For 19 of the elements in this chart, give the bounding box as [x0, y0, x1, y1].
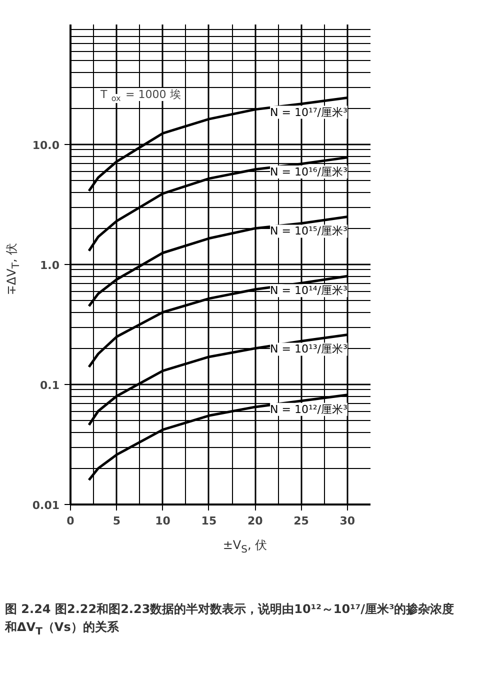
x-axis-title: ±V$_{S}$, 伏: [222, 537, 268, 558]
y-tick-label: 10.0: [32, 139, 60, 152]
series-label: N = 10¹³/厘米³: [270, 342, 348, 356]
series-label: N = 10¹⁶/厘米³: [270, 165, 348, 178]
series-label: N = 10¹⁴/厘米³: [270, 284, 348, 298]
x-tick-label: 15: [201, 514, 217, 528]
y-tick-label: 1.0: [40, 259, 60, 272]
x-tick-label: 20: [247, 514, 264, 528]
y-tick-label: 0.01: [32, 499, 60, 512]
x-tick-label: 5: [112, 514, 120, 528]
x-tick-label: 30: [340, 514, 356, 528]
series-label: N = 10¹⁷/厘米³: [270, 106, 348, 119]
series-label: N = 10¹⁵/厘米³: [270, 224, 348, 238]
caption: 图 2.24 图2.22和图2.23数据的半对数表示，说明由10¹²～10¹⁷/厘米³的掺杂浓度和ΔV$_{T}$（Vs）的关系: [5, 601, 455, 640]
x-tick-label: 10: [155, 514, 171, 528]
x-tick-label: 0: [66, 514, 75, 528]
y-tick-label: 0.1: [40, 379, 60, 392]
x-tick-label: 25: [294, 514, 309, 528]
series-label: N = 10¹²/厘米³: [270, 402, 348, 416]
